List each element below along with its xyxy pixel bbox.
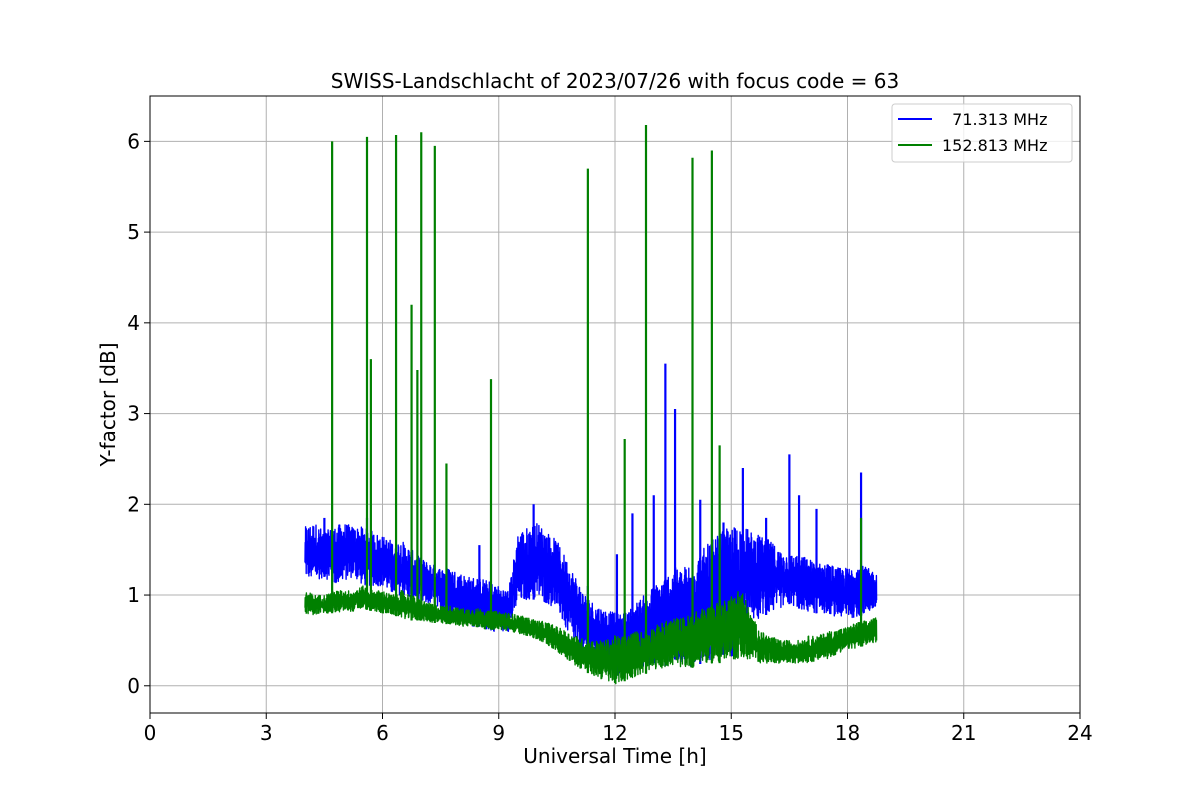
plot-area [304, 125, 878, 685]
grid [149, 96, 1081, 713]
x-tick-label: 24 [1067, 721, 1092, 745]
x-tick-label: 18 [835, 721, 860, 745]
series-1 [304, 125, 878, 685]
x-tick-label: 6 [376, 721, 389, 745]
y-tick-label: 1 [127, 583, 140, 607]
series-line [304, 523, 878, 674]
y-axis-label: Y-factor [dB] [96, 342, 120, 467]
x-axis-label: Universal Time [h] [523, 744, 706, 768]
series-0 [304, 363, 878, 676]
series-line [304, 585, 878, 685]
x-tick-label: 0 [144, 721, 157, 745]
x-tick-label: 15 [719, 721, 744, 745]
y-tick-label: 6 [127, 129, 140, 153]
x-tick-label: 12 [602, 721, 627, 745]
x-tick-label: 21 [951, 721, 976, 745]
y-tick-label: 2 [127, 492, 140, 516]
y-tick-label: 5 [127, 220, 140, 244]
legend-label-71mhz: 71.313 MHz [942, 110, 1047, 129]
chart-title: SWISS-Landschlacht of 2023/07/26 with fo… [331, 69, 899, 93]
legend-box [891, 103, 1073, 163]
legend-label-152mhz: 152.813 MHz [942, 136, 1047, 155]
x-tick-label: 3 [260, 721, 273, 745]
y-tick-label: 0 [127, 674, 140, 698]
x-tick-label: 9 [492, 721, 505, 745]
y-tick-label: 4 [127, 311, 140, 335]
y-tick-label: 3 [127, 402, 140, 426]
legend: 71.313 MHz 152.813 MHz [891, 103, 1073, 163]
